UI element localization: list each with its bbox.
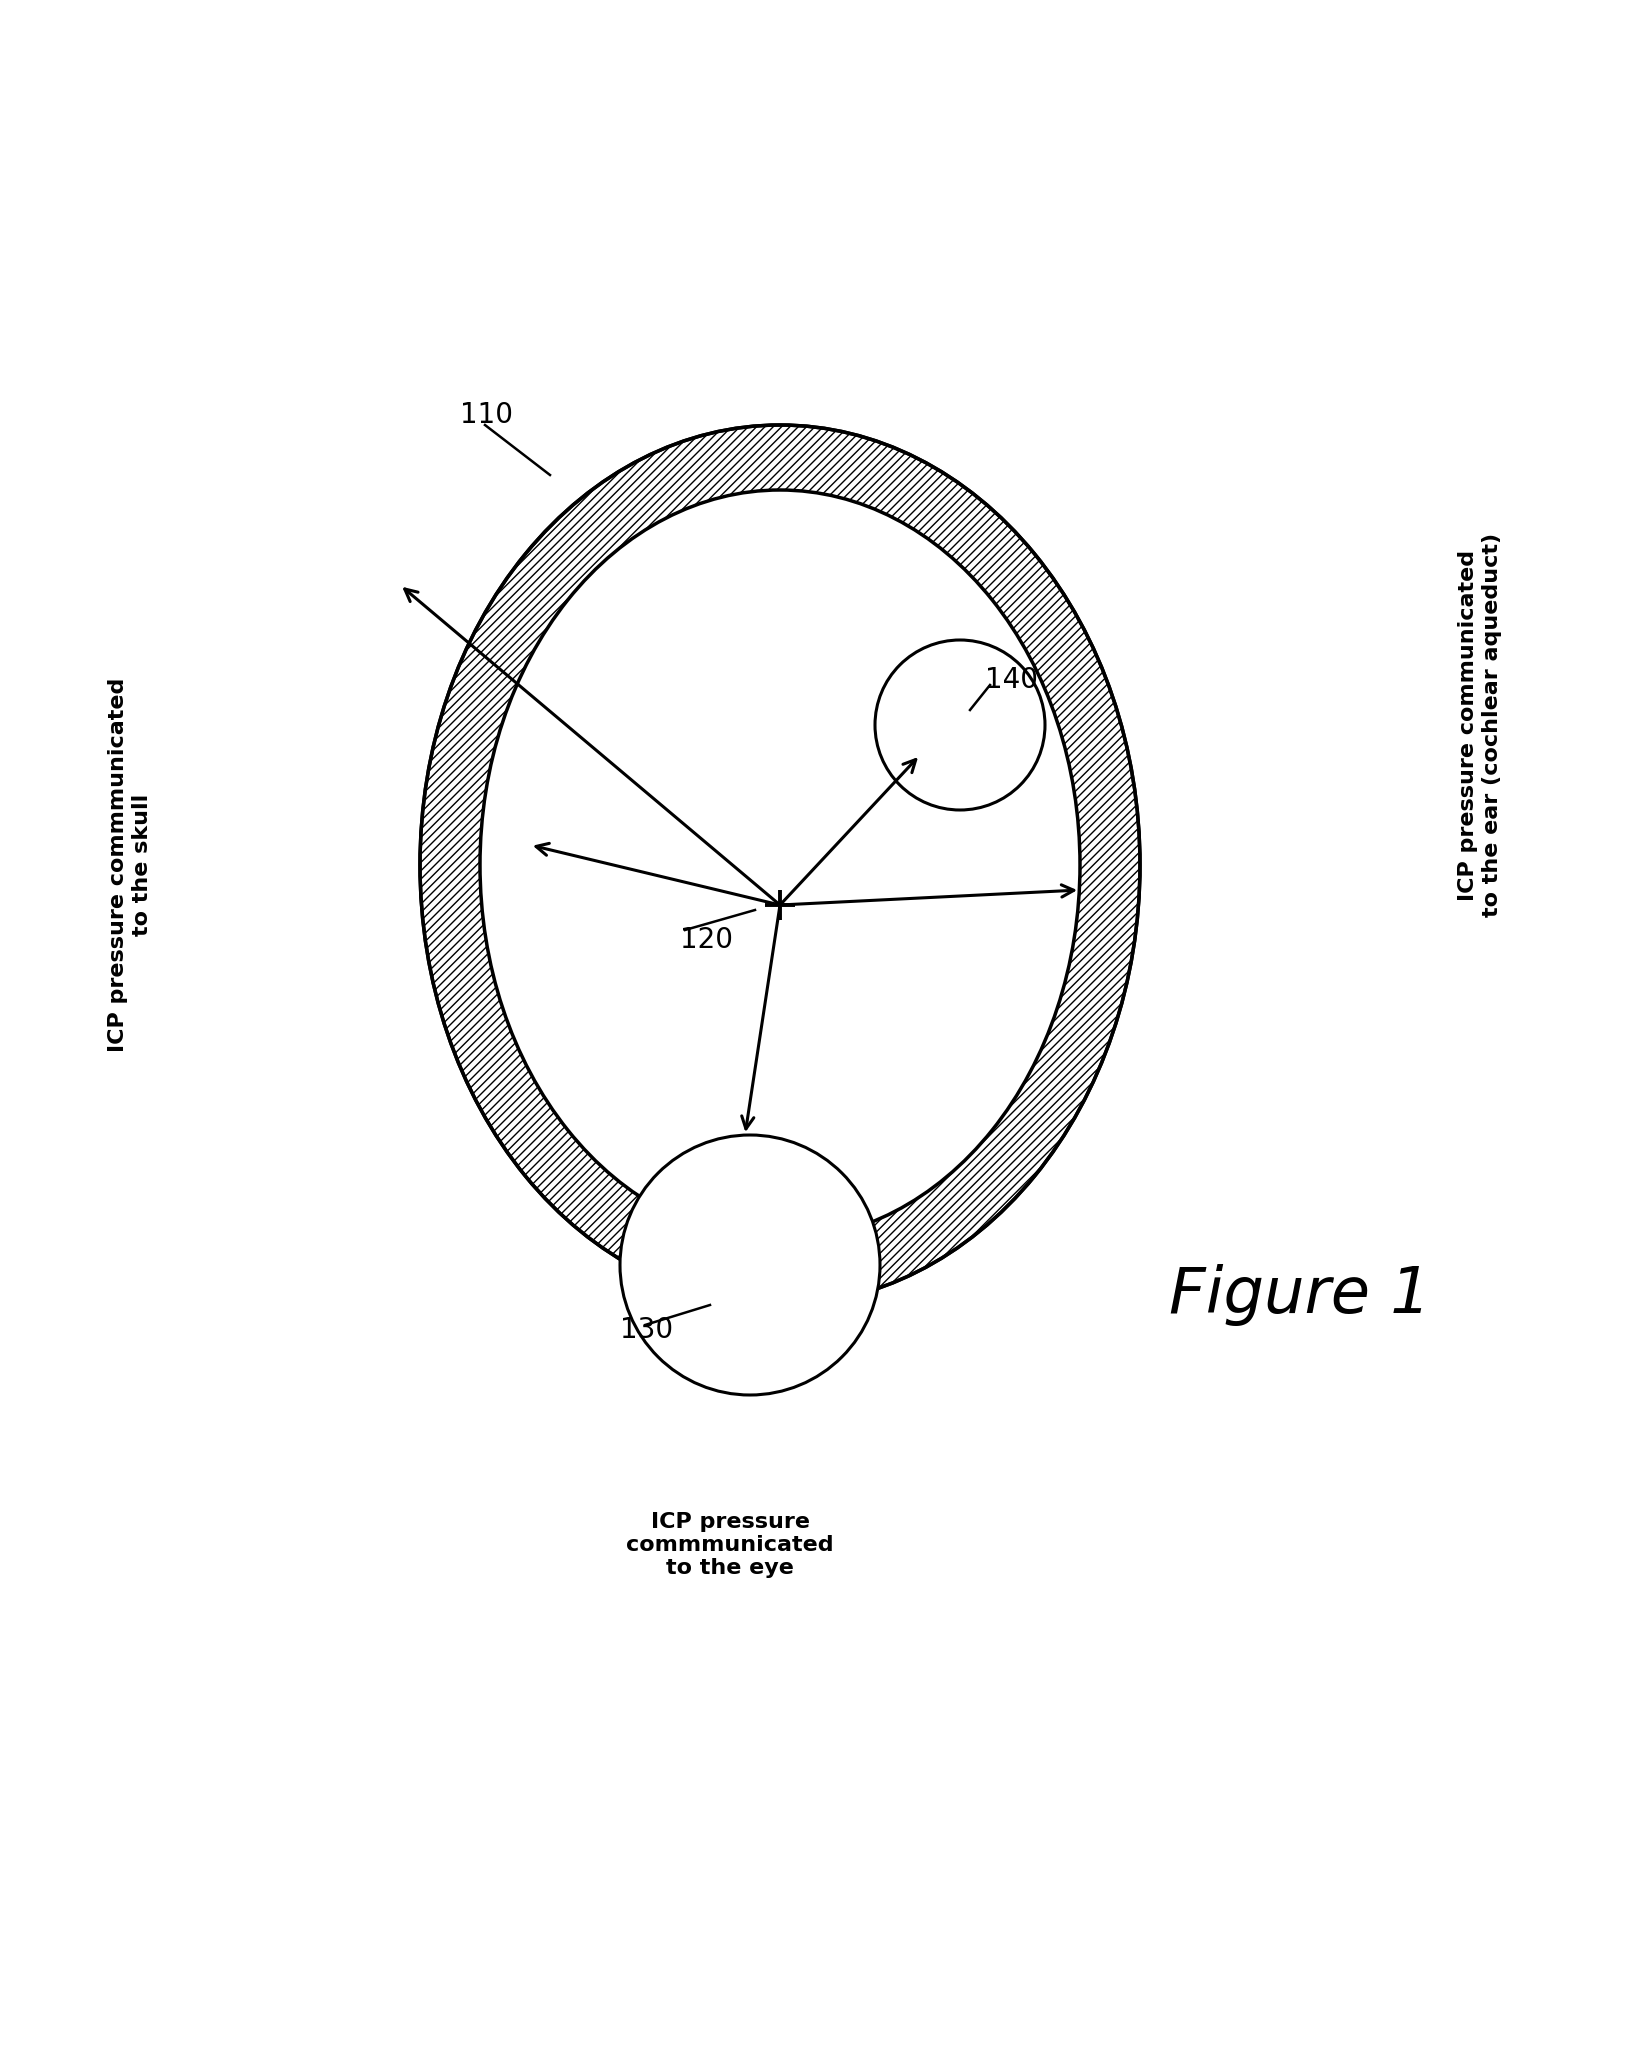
- Text: Figure 1: Figure 1: [1169, 1264, 1431, 1325]
- Circle shape: [621, 1135, 880, 1395]
- Text: ICP pressure communicated
to the ear (cochlear aqueduct): ICP pressure communicated to the ear (co…: [1458, 534, 1502, 916]
- Ellipse shape: [480, 491, 1080, 1239]
- Text: 120: 120: [680, 926, 733, 955]
- Text: ICP pressure commmunicated
to the skull: ICP pressure commmunicated to the skull: [109, 677, 152, 1053]
- Text: ICP pressure
commmunicated
to the eye: ICP pressure commmunicated to the eye: [626, 1511, 834, 1579]
- Text: 110: 110: [461, 401, 513, 429]
- Text: 140: 140: [986, 667, 1038, 693]
- Ellipse shape: [419, 425, 1139, 1305]
- Circle shape: [875, 640, 1045, 810]
- Text: 130: 130: [621, 1317, 674, 1344]
